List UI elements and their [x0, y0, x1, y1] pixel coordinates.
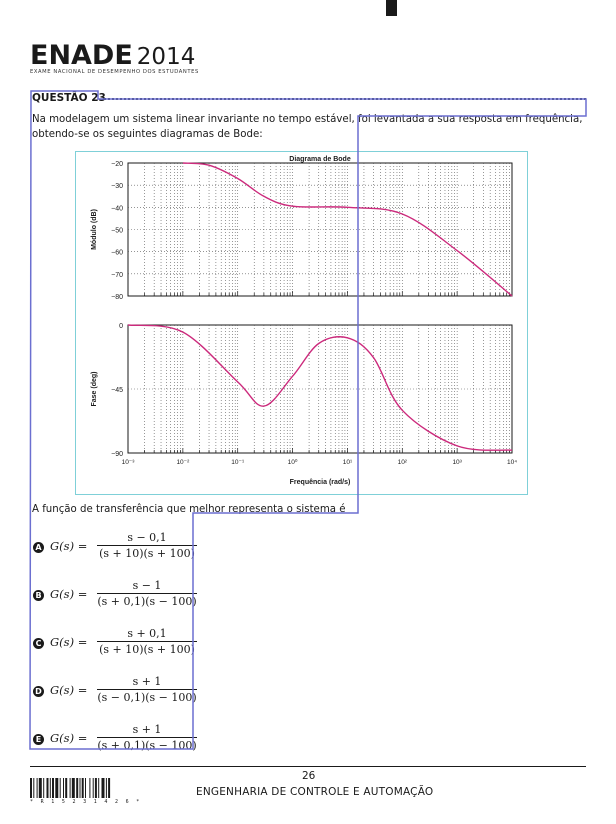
barcode-bar	[79, 778, 81, 798]
logo-brand: ENADE	[30, 40, 133, 71]
footer-course-title: ENGENHARIA DE CONTROLE E AUTOMAÇÃO	[196, 786, 434, 798]
option-lhs: G(s) =	[50, 635, 88, 649]
option-denominator: (s + 10)(s + 100)	[99, 547, 195, 560]
y-tick-label: −40	[111, 205, 123, 212]
barcode-bar	[94, 778, 97, 798]
option-letter-badge: C	[33, 638, 44, 649]
question-prompt: A função de transferência que melhor rep…	[32, 504, 346, 515]
page-number: 26	[302, 770, 316, 782]
option-fraction: s + 1 (s − 0,1)(s − 100)	[97, 674, 197, 705]
bode-diagram-svg: −20 −30 −40 −50 −60 −70 −80 Módulo (dB) Diagrama…	[91, 156, 517, 486]
barcode-bar	[85, 778, 86, 798]
y-tick-label: −60	[111, 250, 123, 257]
y-tick-label: −20	[111, 161, 123, 168]
barcode-bar	[55, 778, 59, 798]
x-tick-label: 10²	[398, 459, 408, 466]
barcode-bar	[46, 778, 49, 798]
question-statement-line1: Na modelagem um sistema linear invariant…	[32, 114, 583, 125]
enade-logo: ENADE 2014	[30, 40, 195, 71]
question-statement-line2: obtendo-se os seguintes diagramas de Bod…	[32, 129, 263, 140]
option-fraction: s − 1 (s + 0,1)(s − 100)	[97, 578, 197, 609]
option-letter-badge: E	[33, 734, 44, 745]
option-numerator: s − 1	[132, 579, 162, 592]
barcode-bar	[92, 778, 94, 798]
registration-mark	[386, 0, 397, 16]
option-lhs: G(s) =	[50, 683, 88, 697]
barcode-bar	[38, 778, 42, 798]
y-tick-label: −90	[111, 451, 123, 458]
option-numerator: s + 0,1	[127, 627, 167, 640]
barcode-bar	[36, 778, 38, 798]
x-tick-label: 10³	[452, 459, 462, 466]
y-tick-label: −50	[111, 228, 123, 235]
option-letter-badge: A	[33, 542, 44, 553]
option-numerator: s − 0,1	[127, 531, 167, 544]
y-axis-label: Módulo (dB)	[91, 209, 98, 250]
option-lhs: G(s) =	[50, 539, 88, 553]
footer-rule	[30, 766, 586, 767]
barcode-bar	[63, 778, 64, 798]
bode-figure: −20 −30 −40 −50 −60 −70 −80 Módulo (dB) Diagrama…	[75, 151, 528, 495]
barcode-bar	[33, 778, 35, 798]
x-tick-label: 10⁻¹	[231, 459, 245, 466]
x-tick-label: 10⁻²	[176, 459, 190, 466]
y-axis-label: Fase (deg)	[91, 371, 98, 406]
magnitude-panel: −20 −30 −40 −50 −60 −70 −80 Módulo (dB) Diagrama…	[91, 156, 513, 301]
barcode-bar	[105, 778, 107, 798]
y-tick-label: 0	[119, 323, 123, 330]
option-denominator: (s + 0,1)(s − 100)	[97, 595, 197, 608]
barcode-bar	[81, 778, 84, 798]
question-rule	[104, 98, 586, 100]
option-letter-badge: B	[33, 590, 44, 601]
barcode-bar	[30, 778, 32, 798]
barcode-bar	[65, 778, 68, 798]
option-fraction: s + 0,1 (s + 10)(s + 100)	[97, 626, 197, 657]
question-label: QUESTÃO 23	[32, 92, 106, 104]
logo-subtitle: EXAME NACIONAL DE DESEMPENHO DOS ESTUDAN…	[30, 69, 199, 75]
barcode-bar	[101, 778, 105, 798]
barcode-bar	[108, 778, 111, 798]
option-fraction: s − 0,1 (s + 10)(s + 100)	[97, 530, 197, 561]
option-letter-badge: D	[33, 686, 44, 697]
barcode-bar	[52, 778, 54, 798]
option-denominator: (s + 0,1)(s − 100)	[97, 739, 197, 752]
barcode-digits: * R 1 5 2 3 1 4 2 6 *	[30, 799, 142, 805]
barcode-bar	[43, 778, 45, 798]
barcode-bar	[71, 778, 75, 798]
barcode-bar	[76, 778, 79, 798]
x-tick-label: 10¹	[343, 459, 353, 466]
x-axis-label: Frequência (rad/s)	[290, 479, 351, 486]
phase-panel: 0 −45 −90 Fase (deg) 10⁻³ 10⁻² 10⁻¹ 10⁰ 10¹ 10² 10…	[91, 323, 517, 486]
option-denominator: (s − 0,1)(s − 100)	[97, 691, 197, 704]
barcode-bar	[89, 778, 91, 798]
barcode-bar	[59, 778, 61, 798]
barcode-bar	[69, 778, 71, 798]
x-tick-label: 10⁰	[288, 458, 298, 466]
option-denominator: (s + 10)(s + 100)	[99, 643, 195, 656]
y-tick-label: −45	[111, 387, 123, 394]
barcode-bar	[49, 778, 51, 798]
x-tick-label: 10⁻³	[122, 459, 136, 466]
option-numerator: s + 1	[132, 675, 162, 688]
option-lhs: G(s) =	[50, 731, 88, 745]
y-tick-label: −30	[111, 183, 123, 190]
barcode	[30, 778, 111, 798]
option-fraction: s + 1 (s + 0,1)(s − 100)	[97, 722, 197, 753]
barcode-bar	[98, 778, 100, 798]
x-tick-label: 10⁴	[507, 459, 517, 466]
y-tick-label: −70	[111, 272, 123, 279]
option-numerator: s + 1	[132, 723, 162, 736]
y-tick-label: −80	[111, 294, 123, 301]
option-lhs: G(s) =	[50, 587, 88, 601]
chart-title: Diagrama de Bode	[289, 156, 351, 163]
logo-year: 2014	[136, 44, 196, 70]
